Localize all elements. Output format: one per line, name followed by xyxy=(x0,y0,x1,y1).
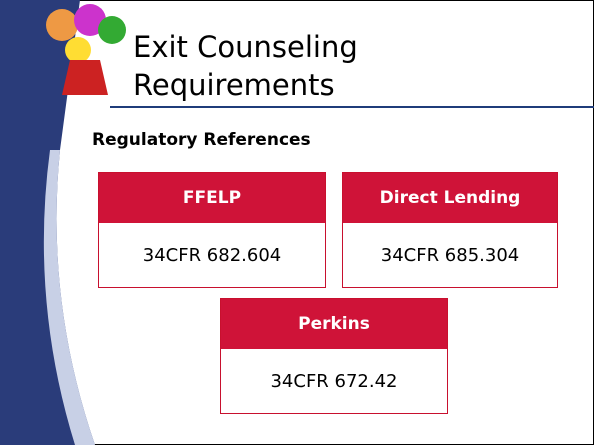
box-body: 34CFR 672.42 xyxy=(221,349,447,413)
subtitle: Regulatory References xyxy=(92,130,311,150)
box-header: FFELP xyxy=(99,173,325,223)
figure xyxy=(62,60,108,95)
slide: Exit Counseling Requirements Regulatory … xyxy=(0,0,594,445)
title-line: Requirements xyxy=(133,66,358,104)
title: Exit Counseling Requirements xyxy=(133,28,358,104)
reference-box: Direct Lending 34CFR 685.304 xyxy=(342,172,558,288)
balloon xyxy=(46,9,78,41)
reference-box: FFELP 34CFR 682.604 xyxy=(98,172,326,288)
title-line: Exit Counseling xyxy=(133,28,358,66)
reference-box: Perkins 34CFR 672.42 xyxy=(220,298,448,414)
box-header: Direct Lending xyxy=(343,173,557,223)
balloon xyxy=(98,16,126,44)
box-body: 34CFR 682.604 xyxy=(99,223,325,287)
box-header: Perkins xyxy=(221,299,447,349)
box-body: 34CFR 685.304 xyxy=(343,223,557,287)
balloon xyxy=(65,37,91,63)
